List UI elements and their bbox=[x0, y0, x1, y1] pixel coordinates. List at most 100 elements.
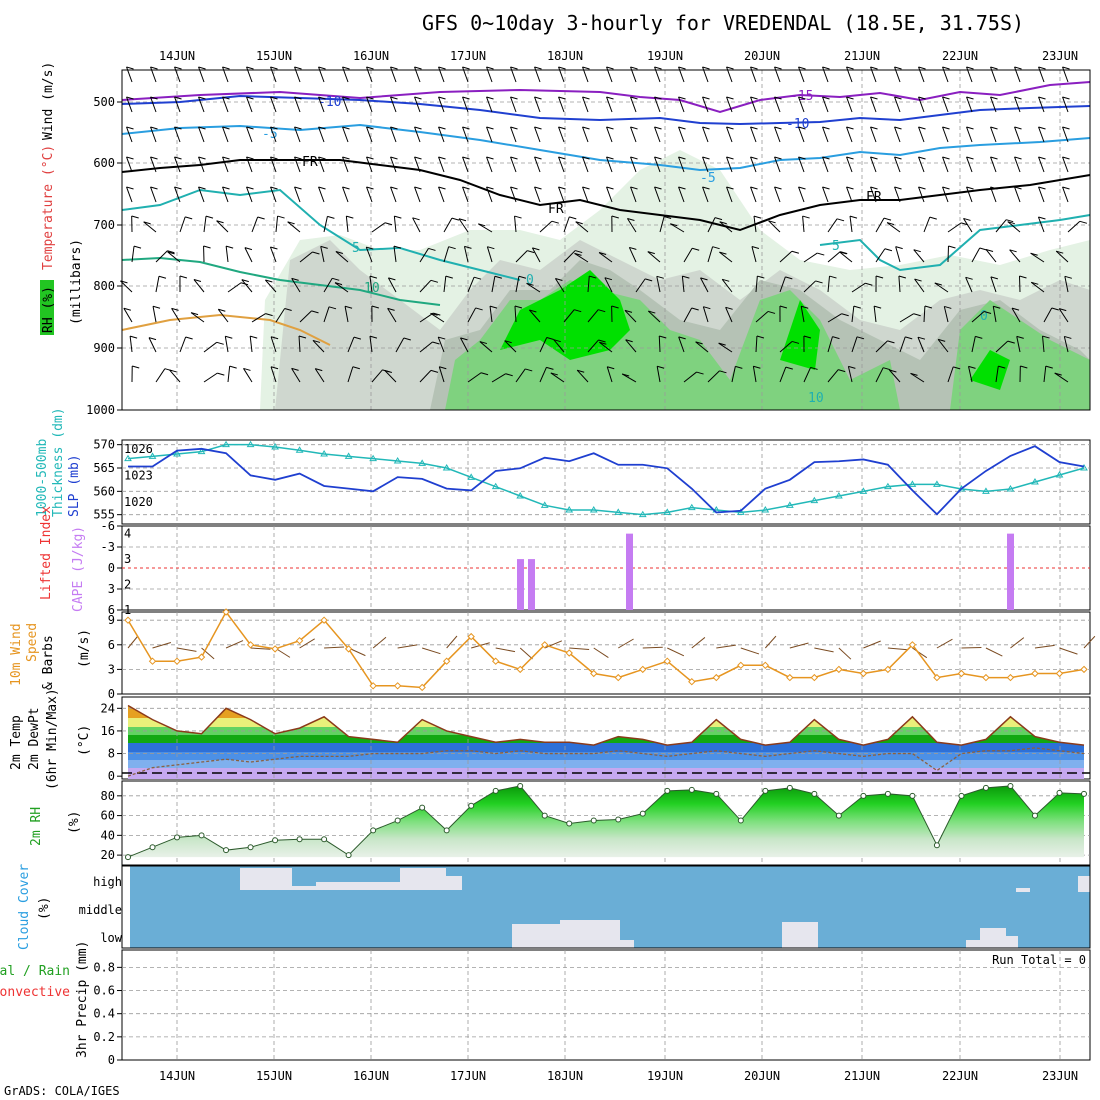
barb-u-flag-17-4 bbox=[534, 186, 542, 190]
barb-u-flag-33-2 bbox=[918, 126, 926, 130]
barb-u-34-8 bbox=[943, 306, 949, 323]
temp-fill-bands bbox=[128, 705, 1084, 779]
barb-u-4-10 bbox=[227, 366, 231, 383]
barb-u-8-4 bbox=[318, 186, 325, 203]
barb-u-flag-8-7 bbox=[332, 277, 340, 281]
barb-u-11-4 bbox=[390, 186, 397, 203]
barb-u-37-5 bbox=[1007, 221, 1021, 233]
li-tick-label-3: 3 bbox=[108, 582, 115, 596]
barb-u-31-5 bbox=[875, 217, 885, 233]
barb-u-27-2 bbox=[774, 126, 781, 143]
barb-u-27-6 bbox=[779, 250, 793, 263]
barb-u-flag-23-2 bbox=[678, 126, 686, 130]
barb-u-flag-19-5 bbox=[575, 221, 583, 225]
barb-u-39-9 bbox=[1063, 336, 1069, 353]
barb-u-flag-31-3 bbox=[870, 156, 878, 160]
barb-u-flag-3-4 bbox=[198, 186, 206, 190]
barb-u-flag-37-5 bbox=[1007, 221, 1015, 225]
barb-u-21-1 bbox=[630, 96, 637, 113]
barb-u-6-9 bbox=[270, 336, 277, 353]
wind-point-10 bbox=[369, 682, 377, 690]
barb-u-flag-4-6 bbox=[225, 245, 234, 249]
barb-u-17-2 bbox=[534, 126, 541, 143]
barb-u-16-1 bbox=[510, 96, 517, 113]
wind-barb-16 bbox=[519, 647, 533, 660]
rh-point-31 bbox=[884, 790, 891, 797]
barb-u-19-4 bbox=[582, 186, 589, 203]
rh-legend-swatch bbox=[40, 280, 54, 335]
barb-u-flag-1-0 bbox=[150, 66, 158, 70]
barb-u-20-4 bbox=[606, 186, 613, 203]
barb-u-16-2 bbox=[510, 126, 517, 143]
barb-u-flag-4-3 bbox=[222, 156, 230, 160]
bottom-date-19JUN: 19JUN bbox=[647, 1069, 683, 1083]
barb-u-32-3 bbox=[894, 156, 901, 173]
barb-u-22-10 bbox=[656, 366, 661, 383]
barb-u-flag-20-7 bbox=[604, 277, 613, 281]
barb-u-2-3 bbox=[174, 156, 181, 173]
barb-u-32-5 bbox=[886, 222, 901, 233]
thickness-point-1 bbox=[148, 452, 157, 459]
contour-plus5 bbox=[121, 188, 521, 281]
barb-u-16-8 bbox=[514, 306, 517, 323]
barb-u-flag-4-5 bbox=[216, 220, 224, 224]
barb-u-26-0 bbox=[750, 66, 757, 83]
barb-u-flag-36-8 bbox=[993, 305, 1001, 309]
barb-u-flag-12-1 bbox=[414, 96, 422, 100]
barb-u-flag-35-10 bbox=[968, 365, 976, 369]
barb-u-37-8 bbox=[1011, 307, 1021, 323]
barb-u-flag-30-10 bbox=[848, 365, 856, 369]
bottom-date-17JUN: 17JUN bbox=[450, 1069, 486, 1083]
barb-u-6-4 bbox=[270, 186, 277, 203]
barb-u-flag-39-1 bbox=[1062, 96, 1070, 100]
barb-u-flag-38-5 bbox=[1038, 216, 1046, 220]
barb-u-5-7 bbox=[241, 279, 253, 293]
barb-u-12-8 bbox=[419, 312, 434, 323]
barb-u-flag-11-0 bbox=[390, 66, 398, 70]
rh-line bbox=[127, 785, 1085, 858]
upper-ylabel-wind: Wind (m/s) bbox=[41, 62, 56, 140]
cape-tick-label-0: 4 bbox=[124, 527, 131, 541]
barb-u-flag-27-9 bbox=[791, 340, 800, 344]
bottom-date-16JUN: 16JUN bbox=[353, 1069, 389, 1083]
wind-point-0 bbox=[124, 616, 132, 624]
footer-credit: GrADS: COLA/IGES bbox=[4, 1084, 120, 1098]
barb-u-flag-14-7 bbox=[473, 276, 482, 280]
barb-u-15-2 bbox=[486, 126, 493, 143]
wind-point-11 bbox=[393, 682, 402, 690]
barb-u-flag-33-5 bbox=[929, 216, 937, 220]
barb-u-29-2 bbox=[822, 126, 829, 143]
barb-u-flag-14-8 bbox=[475, 307, 483, 311]
barb-u-3-2 bbox=[198, 126, 205, 143]
barb-u-flag-10-2 bbox=[366, 126, 374, 130]
barb-u-11-8 bbox=[387, 308, 397, 323]
barb-u-flag-9-1 bbox=[342, 96, 350, 100]
barb-u-flag-32-8 bbox=[913, 313, 921, 317]
barb-u-16-9 bbox=[504, 340, 517, 353]
barb-u-8-8 bbox=[323, 306, 330, 323]
barb-u-30-10 bbox=[847, 366, 853, 383]
barb-u-flag-3-0 bbox=[198, 66, 206, 70]
barb-u-flag-37-2 bbox=[1014, 126, 1022, 130]
barb-u-12-4 bbox=[414, 186, 421, 203]
barb-u-0-1 bbox=[126, 96, 133, 113]
barb-u-flag-27-1 bbox=[774, 96, 782, 100]
cloud-level-middle: middle bbox=[79, 903, 122, 917]
wind-barb-13 bbox=[446, 635, 458, 649]
barb-u-flag-7-1 bbox=[294, 96, 302, 100]
wind-barb-4 bbox=[225, 640, 244, 649]
barb-u-15-1 bbox=[486, 96, 493, 113]
barb-u-23-0 bbox=[678, 66, 685, 83]
slp-tick-label-0: 1026 bbox=[124, 442, 153, 456]
barb-u-12-10 bbox=[419, 370, 432, 383]
rh-point-30 bbox=[860, 792, 867, 799]
thickness-points bbox=[124, 440, 1088, 518]
barb-u-flag-29-7 bbox=[829, 275, 837, 279]
barb-u-13-2 bbox=[438, 126, 445, 143]
barb-u-flag-17-5 bbox=[551, 220, 559, 224]
barb-u-flag-39-9 bbox=[1064, 335, 1072, 339]
barb-u-flag-20-6 bbox=[598, 252, 607, 256]
barb-u-11-7 bbox=[387, 277, 397, 293]
barb-u-flag-33-6 bbox=[913, 249, 921, 253]
